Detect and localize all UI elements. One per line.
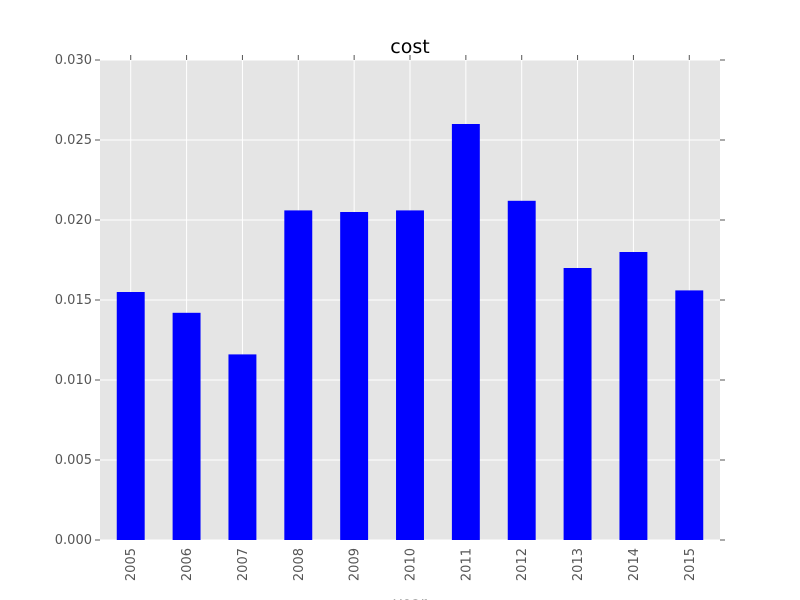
bar-2013 [563, 268, 592, 540]
bar-2011 [451, 124, 480, 540]
x-tick-labels: 2005 2006 2007 2008 2009 2010 2011 2012 2013 2014… [124, 548, 698, 581]
x-tick-label: 2008 [292, 548, 307, 581]
y-tick-label: 0.010 [55, 373, 92, 388]
bar-2010 [396, 210, 424, 540]
y-tick-label: 0.030 [55, 53, 92, 68]
x-tick-label: 2007 [236, 548, 251, 581]
x-tick-label: 2013 [571, 548, 586, 581]
y-tick-label: 0.020 [55, 213, 92, 228]
y-tick-label: 0.005 [55, 453, 92, 468]
x-tick-label: 2005 [124, 548, 139, 581]
bar-2008 [284, 210, 313, 540]
x-tick-label: 2012 [515, 548, 530, 581]
bar-2009 [340, 212, 369, 540]
x-axis-label: year [393, 594, 427, 600]
bar-2005 [116, 292, 145, 540]
axis-ticks [95, 55, 725, 541]
bar-2007 [228, 354, 257, 540]
x-tick-label: 2015 [683, 548, 698, 581]
chart-title: cost [390, 36, 429, 58]
bar-2006 [172, 312, 201, 540]
x-tick-label: 2006 [180, 548, 195, 581]
y-tick-label: 0.025 [55, 133, 92, 148]
x-tick-label: 2010 [404, 548, 419, 581]
y-tick-label: 0.000 [55, 533, 92, 548]
bar-2014 [619, 252, 648, 540]
x-tick-label: 2011 [459, 548, 474, 581]
bars [116, 124, 704, 541]
x-tick-label: 2009 [348, 548, 363, 581]
y-tick-label: 0.015 [55, 293, 92, 308]
bar-2012 [507, 200, 536, 541]
x-tick-label: 2014 [627, 548, 642, 581]
y-tick-labels: 0.000 0.005 0.010 0.015 0.020 0.025 0.030 [55, 53, 92, 548]
bar-2015 [675, 290, 704, 540]
